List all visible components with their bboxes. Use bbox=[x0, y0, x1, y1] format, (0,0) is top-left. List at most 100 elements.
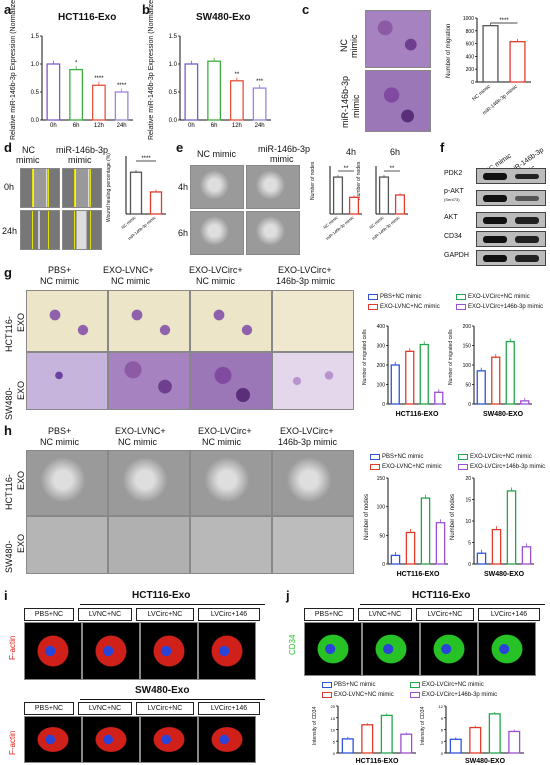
g-sw-pbs bbox=[26, 352, 108, 410]
x-tick-label: 6h bbox=[73, 123, 80, 129]
panel-e-mimic: mimic bbox=[270, 154, 294, 164]
y-tick-label: 600 bbox=[466, 42, 475, 48]
bar bbox=[390, 364, 400, 405]
y-tick-label: 100 bbox=[377, 505, 386, 511]
panel-i-s-lvcircnc: LVCirc+NC bbox=[136, 702, 194, 715]
legend-swatch bbox=[458, 464, 468, 470]
legend-label: EXO-LVCirc+NC mimic bbox=[470, 454, 532, 460]
wound-image-nc-24h bbox=[20, 210, 60, 250]
x-tick-label: 0h bbox=[188, 123, 195, 129]
bar bbox=[434, 391, 444, 405]
panel-g-col4-b: 146b-3p mimic bbox=[276, 276, 336, 286]
y-tick-label: 1.0 bbox=[169, 62, 178, 68]
y-tick-label: 400 bbox=[466, 54, 475, 60]
panel-c-nc: NC bbox=[339, 39, 349, 52]
h-hct-lvnc bbox=[108, 450, 190, 516]
panel-d-0h: 0h bbox=[4, 182, 15, 192]
panel-i-h-lvncnc: LVNC+NC bbox=[78, 608, 132, 621]
x-tick-label: 0h bbox=[50, 123, 57, 129]
y-tick-label: 0 bbox=[333, 751, 336, 756]
panel-d-mir: miR-146b-3p bbox=[56, 145, 109, 155]
bar bbox=[129, 171, 143, 215]
panel-label-d: d bbox=[4, 140, 12, 155]
legend-label: EXO-LVCirc+146b-3p mimic bbox=[422, 692, 498, 698]
panel-c-mimic2: mimic bbox=[351, 94, 361, 119]
g-sw-lvcirc bbox=[190, 352, 272, 410]
panel-d-mimic2: mimic bbox=[68, 155, 92, 165]
bar bbox=[149, 191, 163, 215]
bar bbox=[405, 531, 416, 565]
bar bbox=[476, 370, 486, 405]
x-axis-title: HCT116-EXO bbox=[356, 758, 399, 765]
y-tick-label: 0 bbox=[471, 80, 474, 86]
panel-label-f: f bbox=[440, 140, 445, 155]
legend-item: EXO-LVCirc+NC mimic bbox=[456, 294, 530, 300]
panel-j-ylabel1: Intensity of CD34 bbox=[312, 706, 318, 745]
i-hct-4 bbox=[198, 622, 256, 680]
wound-image-nc-0h bbox=[20, 168, 60, 208]
i-hct-2 bbox=[82, 622, 140, 680]
bar bbox=[405, 350, 415, 405]
y-tick-label: 100 bbox=[377, 383, 386, 389]
bar bbox=[509, 41, 526, 83]
g-hct-lvcirc bbox=[190, 290, 272, 352]
significance-label: ** bbox=[344, 166, 349, 172]
wb-band-row-0 bbox=[476, 168, 546, 184]
j-hct-2 bbox=[362, 622, 420, 676]
y-tick-label: 1.5 bbox=[169, 34, 178, 40]
panel-i-title: HCT116-Exo bbox=[132, 590, 191, 601]
panel-label-h: h bbox=[4, 423, 12, 438]
wb-band bbox=[515, 174, 539, 179]
bar bbox=[91, 84, 106, 121]
wb-label-5: GAPDH bbox=[444, 252, 469, 259]
legend-label: EXO-LVCirc+NC mimic bbox=[468, 294, 530, 300]
wb-band bbox=[483, 173, 507, 180]
g-hct-146 bbox=[272, 290, 354, 352]
bar bbox=[348, 196, 360, 215]
y-tick-label: 10 bbox=[331, 728, 336, 733]
chart-h-sw: 0 5 10 15 20 SW480-EXO bbox=[465, 476, 534, 578]
y-tick-label: 0 bbox=[382, 402, 385, 408]
legend-swatch bbox=[322, 692, 332, 698]
wb-band bbox=[483, 195, 507, 202]
y-tick-label: 5 bbox=[333, 739, 336, 744]
panel-g-col3-a: EXO-LVCirc+ bbox=[189, 265, 243, 275]
panel-a-ylabel: Relative miR-146b-3p Expression (Normali… bbox=[10, 0, 17, 140]
panel-d-mimic: mimic bbox=[16, 155, 40, 165]
legend-label: EXO-LVNC+NC mimic bbox=[334, 692, 394, 698]
wb-label-4: CD34 bbox=[444, 233, 462, 240]
panel-label-i: i bbox=[4, 588, 8, 603]
legend-label: EXO-LVCirc+146b-3p mimic bbox=[468, 304, 544, 310]
panel-j-cd34: CD34 bbox=[288, 634, 297, 655]
panel-h-col2-a: EXO-LVNC+ bbox=[115, 426, 166, 436]
bar bbox=[491, 528, 502, 565]
y-tick-label: 1000 bbox=[463, 16, 474, 22]
bar bbox=[508, 730, 521, 754]
y-tick-label: 50 bbox=[465, 383, 471, 389]
j-hct-1 bbox=[304, 622, 362, 676]
y-tick-label: 0 bbox=[468, 562, 471, 568]
legend-label: PBS+NC mimic bbox=[380, 294, 422, 300]
panel-g-row1: HCT116- bbox=[4, 316, 14, 352]
wb-band bbox=[515, 236, 539, 243]
legend-item: PBS+NC mimic bbox=[370, 454, 424, 460]
y-tick-label: 800 bbox=[466, 29, 475, 35]
wb-label-0: PDK2 bbox=[444, 170, 463, 177]
y-tick-label: 200 bbox=[463, 324, 472, 330]
y-tick-label: 300 bbox=[377, 344, 386, 350]
legend-item: EXO-LVNC+NC mimic bbox=[368, 304, 440, 310]
legend-item: EXO-LVCirc+146b-3p mimic bbox=[458, 464, 545, 470]
legend-label: PBS+NC mimic bbox=[334, 682, 376, 688]
tube-image-mir-6h bbox=[246, 211, 300, 255]
h-hct-146 bbox=[272, 450, 354, 516]
panel-g-col1-a: PBS+ bbox=[48, 265, 72, 275]
panel-a-title: HCT116-Exo bbox=[58, 12, 117, 23]
y-tick-label: 1.5 bbox=[31, 34, 40, 40]
wb-band-row-2 bbox=[476, 212, 546, 228]
h-sw-pbs bbox=[26, 516, 108, 574]
i-sw-3 bbox=[140, 716, 198, 763]
panel-h-row1b: EXO bbox=[16, 470, 26, 490]
bar bbox=[520, 400, 530, 405]
